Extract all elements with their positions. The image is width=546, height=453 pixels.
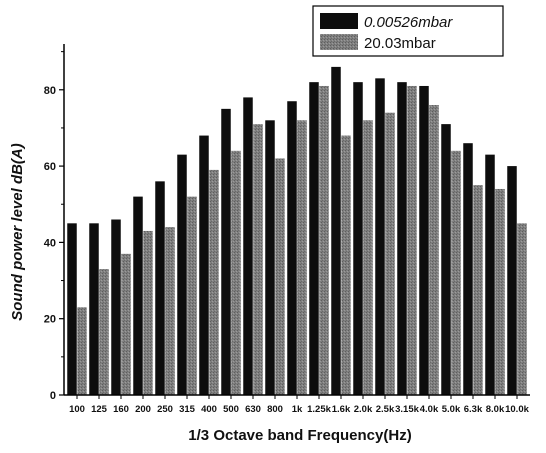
x-tick-label: 160	[113, 404, 129, 415]
x-axis-title: 1/3 Octave band Frequency(Hz)	[188, 427, 411, 444]
bar-series-1-10.0k	[507, 166, 517, 395]
bar-series-1-160	[111, 219, 121, 395]
x-tick-label: 630	[245, 404, 261, 415]
bar-series-1-3.15k	[397, 82, 407, 396]
bar-series-2-8.0k	[495, 188, 505, 395]
bar-series-1-2.5k	[375, 78, 385, 395]
x-tick-label: 2.5k	[376, 404, 395, 415]
legend: 0.00526mbar 20.03mbar	[312, 5, 504, 57]
x-tick-label: 200	[135, 404, 151, 415]
x-tick-label: 100	[69, 404, 85, 415]
legend-swatch-series-1	[320, 13, 358, 29]
bar-series-1-2.0k	[353, 82, 363, 396]
legend-label-series-2: 20.03mbar	[364, 35, 436, 52]
bar-series-2-125	[99, 269, 109, 395]
x-tick-label: 3.15k	[395, 404, 419, 415]
bar-series-2-3.15k	[407, 85, 417, 395]
x-tick-label: 125	[91, 404, 108, 415]
legend-label-series-1: 0.00526mbar	[364, 14, 453, 31]
bar-series-2-4.0k	[429, 105, 439, 395]
y-ticks: 0 20 40 60 80	[44, 51, 64, 402]
bar-series-2-2.0k	[363, 120, 373, 396]
x-tick-label: 6.3k	[464, 404, 483, 415]
bar-series-1-100	[67, 223, 77, 395]
x-tick-label: 800	[267, 404, 283, 415]
bar-series-1-250	[155, 181, 165, 395]
bar-series-1-1.25k	[309, 82, 319, 396]
bar-series-2-200	[143, 230, 153, 395]
x-tick-label: 1k	[292, 404, 303, 415]
bar-series-2-500	[231, 150, 241, 395]
bar-series-2-2.5k	[385, 112, 395, 396]
y-tick-label: 80	[44, 85, 56, 97]
bar-series-2-630	[253, 124, 263, 396]
bar-series-2-10.0k	[517, 223, 527, 395]
legend-swatch-series-2	[320, 34, 358, 50]
bars-layer	[67, 66, 527, 396]
x-tick-label: 315	[179, 404, 196, 415]
x-tick-label: 1.6k	[332, 404, 351, 415]
bar-series-1-125	[89, 223, 99, 395]
bar-series-2-1.6k	[341, 135, 351, 395]
bar-series-1-1.6k	[331, 66, 341, 395]
y-tick-label: 0	[50, 390, 56, 402]
x-tick-label: 500	[223, 404, 239, 415]
bar-series-1-6.3k	[463, 143, 473, 395]
bar-series-1-315	[177, 154, 187, 395]
y-tick-label: 20	[44, 314, 56, 326]
bar-series-1-5.0k	[441, 124, 451, 396]
bar-series-1-200	[133, 196, 143, 395]
x-tick-label: 250	[157, 404, 173, 415]
bar-series-1-630	[243, 97, 253, 395]
bar-series-2-1k	[297, 120, 307, 396]
bar-series-2-5.0k	[451, 150, 461, 395]
bar-series-2-315	[187, 196, 197, 395]
x-tick-label: 4.0k	[420, 404, 439, 415]
bar-series-2-250	[165, 227, 175, 395]
bar-series-1-400	[199, 135, 209, 395]
bar-series-2-100	[77, 307, 87, 395]
bar-series-2-160	[121, 253, 131, 395]
y-axis-title: Sound power level dB(A)	[9, 143, 26, 321]
bar-series-2-1.25k	[319, 85, 329, 395]
x-ticks: 100 125 160 200 250 315 400 500 630 800 1k 1.25k 1.6…	[69, 395, 530, 415]
x-tick-label: 8.0k	[486, 404, 505, 415]
y-tick-label: 40	[44, 237, 56, 249]
bar-series-2-6.3k	[473, 185, 483, 395]
bar-series-1-4.0k	[419, 85, 429, 395]
bar-series-2-400	[209, 169, 219, 395]
x-tick-label: 10.0k	[505, 404, 529, 415]
bar-series-1-1k	[287, 101, 297, 395]
x-tick-label: 5.0k	[442, 404, 461, 415]
bar-series-1-8.0k	[485, 154, 495, 395]
bar-series-1-800	[265, 120, 275, 396]
x-tick-label: 400	[201, 404, 217, 415]
bar-series-2-800	[275, 158, 285, 395]
x-tick-label: 1.25k	[307, 404, 331, 415]
bar-series-1-500	[221, 108, 231, 396]
x-tick-label: 2.0k	[354, 404, 373, 415]
y-tick-label: 60	[44, 161, 56, 173]
